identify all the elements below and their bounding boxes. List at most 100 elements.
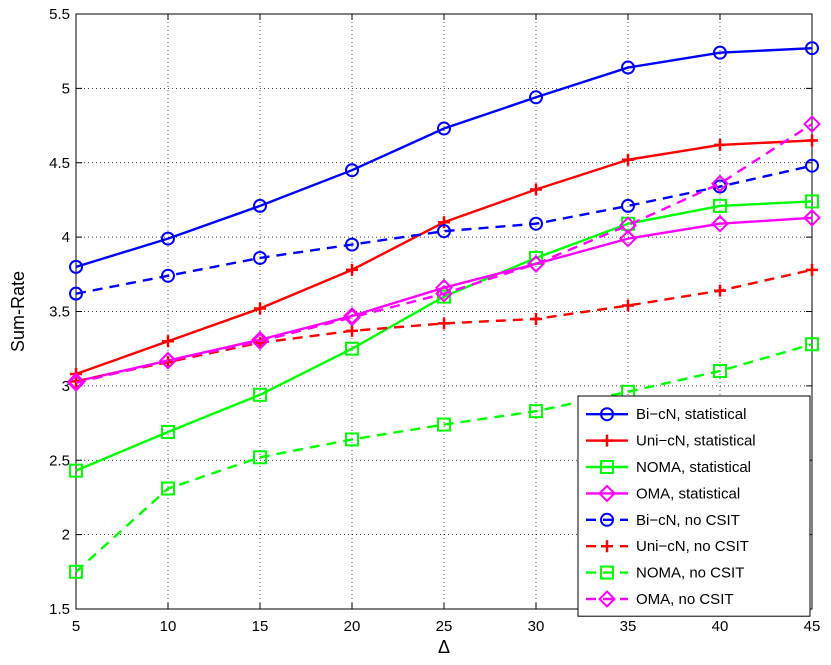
circle-marker xyxy=(805,158,819,173)
y-tick-label: 1.5 xyxy=(49,601,70,618)
x-tick-label: 15 xyxy=(252,618,269,635)
legend-label: Uni−cN, statistical xyxy=(636,433,756,450)
series xyxy=(69,337,819,579)
circle-marker xyxy=(437,224,451,239)
series-line xyxy=(75,123,813,385)
legend-box xyxy=(577,395,811,617)
square-marker xyxy=(600,565,614,580)
legend-label: NOMA, statistical xyxy=(636,459,751,476)
diamond-marker xyxy=(435,278,453,297)
square-marker xyxy=(437,417,451,432)
diamond-marker xyxy=(803,208,821,227)
series-line xyxy=(75,268,813,383)
diamond-marker xyxy=(598,484,616,503)
plus-marker xyxy=(622,153,634,166)
plus-marker xyxy=(714,284,726,297)
square-marker xyxy=(161,481,175,496)
plus-marker xyxy=(530,183,542,196)
y-tick-label: 4.5 xyxy=(49,155,70,172)
y-tick-label: 5 xyxy=(62,80,70,97)
square-marker xyxy=(253,450,267,465)
plus-marker xyxy=(601,540,613,553)
plus-marker xyxy=(806,134,818,147)
circle-marker xyxy=(253,198,267,213)
plus-marker xyxy=(438,216,450,229)
series-line xyxy=(75,47,813,269)
y-tick-label: 5.5 xyxy=(49,6,70,23)
circle-marker xyxy=(600,512,614,527)
legend-entry: Uni−cN, statistical xyxy=(586,433,756,450)
series xyxy=(69,158,819,301)
circle-marker xyxy=(345,163,359,178)
square-marker xyxy=(253,387,267,402)
diamond-marker xyxy=(619,229,637,248)
circle-marker xyxy=(69,286,83,301)
square-marker xyxy=(437,289,451,304)
square-marker xyxy=(345,341,359,356)
legend-label: Uni−cN, no CSIT xyxy=(636,538,749,555)
plus-marker xyxy=(601,434,613,447)
diamond-marker xyxy=(343,308,361,327)
legend-label: OMA, no CSIT xyxy=(636,591,734,608)
diamond-marker xyxy=(803,115,821,133)
square-marker xyxy=(600,460,614,474)
square-marker xyxy=(161,424,175,439)
circle-marker xyxy=(253,250,267,265)
legend: Bi−cN, statistical Uni−cN, statistical NOM… xyxy=(577,395,811,617)
circle-marker xyxy=(161,268,175,283)
legend-entry: OMA, statistical xyxy=(586,484,740,503)
legend-label: Bi−cN, statistical xyxy=(636,406,746,423)
axis-ticks: 5 10 15 20 25 30 35 40 45 1.5 2 2.5 3 3.5 4 4.5 5 5.5 xyxy=(49,6,820,635)
circle-marker xyxy=(437,121,451,136)
y-tick-label: 3.5 xyxy=(49,304,70,321)
x-tick-label: 10 xyxy=(160,618,177,635)
x-tick-label: 40 xyxy=(712,618,729,635)
y-tick-label: 3 xyxy=(62,378,70,395)
legend-label: OMA, statistical xyxy=(636,485,740,502)
series xyxy=(69,41,819,274)
legend-label: Bi−cN, no CSIT xyxy=(636,512,740,529)
circle-marker xyxy=(621,198,635,213)
series-layer xyxy=(67,41,821,579)
x-tick-label: 25 xyxy=(436,618,453,635)
legend-entry: NOMA, statistical xyxy=(586,459,751,476)
plus-marker xyxy=(346,324,358,337)
diamond-marker xyxy=(527,254,545,273)
plus-marker xyxy=(530,312,542,325)
plus-marker xyxy=(806,263,818,276)
plus-marker xyxy=(162,335,174,348)
diamond-marker xyxy=(598,590,616,608)
diamond-marker xyxy=(159,351,177,370)
series xyxy=(67,115,821,392)
legend-entry: Bi−cN, statistical xyxy=(586,406,746,423)
x-tick-label: 35 xyxy=(620,618,637,635)
y-tick-label: 2.5 xyxy=(49,452,70,469)
circle-marker xyxy=(529,216,543,231)
x-tick-label: 20 xyxy=(344,618,361,635)
circle-marker xyxy=(621,60,635,75)
circle-marker xyxy=(345,237,359,252)
diamond-marker xyxy=(67,373,85,392)
square-marker xyxy=(529,404,543,419)
square-marker xyxy=(805,337,819,352)
plus-marker xyxy=(254,336,266,349)
legend-entry: OMA, no CSIT xyxy=(586,590,734,608)
circle-marker xyxy=(713,45,727,60)
legend-entry: NOMA, no CSIT xyxy=(586,565,744,582)
circle-marker xyxy=(529,90,543,105)
plus-marker xyxy=(346,263,358,276)
series-line xyxy=(75,164,813,295)
series-line xyxy=(75,200,813,472)
plus-marker xyxy=(254,302,266,315)
square-marker xyxy=(713,198,727,213)
x-tick-label: 45 xyxy=(804,618,821,635)
square-marker xyxy=(805,194,819,209)
y-axis-title: Sum-Rate xyxy=(8,271,28,352)
diamond-marker xyxy=(251,332,269,351)
circle-marker xyxy=(69,259,83,274)
legend-label: NOMA, no CSIT xyxy=(636,565,744,582)
circle-marker xyxy=(161,231,175,246)
diamond-marker xyxy=(619,216,637,235)
x-tick-label: 5 xyxy=(72,618,80,635)
